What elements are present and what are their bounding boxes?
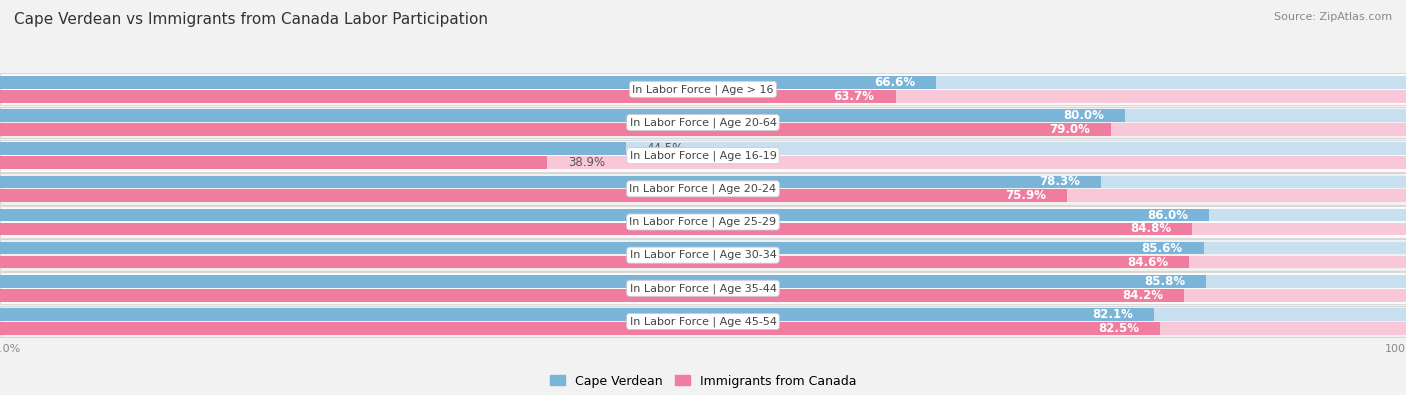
Bar — [0, 273, 1406, 304]
Text: 75.9%: 75.9% — [1005, 189, 1046, 202]
Bar — [0, 206, 1406, 238]
Bar — [0, 306, 1406, 337]
Text: 80.0%: 80.0% — [1063, 109, 1104, 122]
Bar — [0, 242, 1204, 254]
Bar — [0, 109, 1406, 122]
Bar — [0, 109, 1125, 122]
Bar — [0, 123, 1406, 136]
Bar — [0, 256, 1189, 269]
Text: 85.6%: 85.6% — [1142, 242, 1182, 255]
Bar — [0, 90, 1406, 103]
Bar — [0, 173, 1406, 205]
Text: Source: ZipAtlas.com: Source: ZipAtlas.com — [1274, 12, 1392, 22]
Text: 84.8%: 84.8% — [1130, 222, 1171, 235]
Bar — [0, 90, 896, 103]
Bar — [0, 123, 1111, 136]
Text: 84.2%: 84.2% — [1122, 289, 1163, 302]
Text: In Labor Force | Age 45-54: In Labor Force | Age 45-54 — [630, 316, 776, 327]
Bar — [0, 142, 1406, 155]
Bar — [0, 275, 1406, 288]
Bar — [0, 289, 1184, 301]
Text: In Labor Force | Age 25-29: In Labor Force | Age 25-29 — [630, 217, 776, 227]
Bar — [0, 156, 1406, 169]
Text: In Labor Force | Age > 16: In Labor Force | Age > 16 — [633, 84, 773, 94]
Bar — [0, 322, 1406, 335]
Text: Cape Verdean vs Immigrants from Canada Labor Participation: Cape Verdean vs Immigrants from Canada L… — [14, 12, 488, 27]
Text: 38.9%: 38.9% — [568, 156, 605, 169]
Bar — [0, 140, 1406, 171]
Bar — [0, 256, 1406, 269]
Bar — [0, 156, 547, 169]
Bar — [0, 209, 1406, 221]
Bar — [0, 275, 1206, 288]
Bar — [0, 73, 1406, 105]
Text: 85.8%: 85.8% — [1144, 275, 1185, 288]
Legend: Cape Verdean, Immigrants from Canada: Cape Verdean, Immigrants from Canada — [544, 370, 862, 393]
Text: In Labor Force | Age 35-44: In Labor Force | Age 35-44 — [630, 283, 776, 293]
Bar — [0, 239, 1406, 271]
Text: 78.3%: 78.3% — [1039, 175, 1080, 188]
Bar — [0, 223, 1192, 235]
Bar — [0, 322, 1160, 335]
Bar — [0, 289, 1406, 301]
Text: 66.6%: 66.6% — [875, 76, 915, 89]
Bar — [0, 209, 1209, 221]
Bar — [0, 175, 1101, 188]
Text: 82.1%: 82.1% — [1092, 308, 1133, 321]
Bar — [0, 76, 936, 88]
Text: In Labor Force | Age 30-34: In Labor Force | Age 30-34 — [630, 250, 776, 260]
Bar — [0, 308, 1406, 321]
Bar — [0, 190, 1406, 202]
Bar — [0, 308, 1154, 321]
Text: In Labor Force | Age 20-64: In Labor Force | Age 20-64 — [630, 117, 776, 128]
Text: 79.0%: 79.0% — [1049, 123, 1090, 136]
Text: 63.7%: 63.7% — [834, 90, 875, 103]
Bar — [0, 190, 1067, 202]
Text: In Labor Force | Age 20-24: In Labor Force | Age 20-24 — [630, 184, 776, 194]
Text: 86.0%: 86.0% — [1147, 209, 1188, 222]
Text: 44.5%: 44.5% — [647, 142, 683, 155]
Bar — [0, 107, 1406, 138]
Bar — [0, 142, 626, 155]
Bar — [0, 76, 1406, 88]
Text: 84.6%: 84.6% — [1128, 256, 1168, 269]
Bar — [0, 223, 1406, 235]
Bar — [0, 175, 1406, 188]
Text: In Labor Force | Age 16-19: In Labor Force | Age 16-19 — [630, 150, 776, 161]
Text: 82.5%: 82.5% — [1098, 322, 1139, 335]
Bar — [0, 242, 1406, 254]
